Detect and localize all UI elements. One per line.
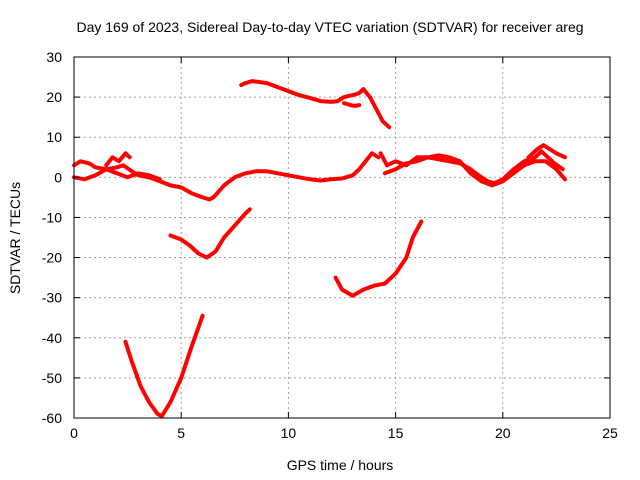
x-tick-label: 10 (281, 425, 297, 441)
y-tick-label: -10 (42, 209, 62, 225)
y-tick-label: -40 (42, 330, 62, 346)
y-tick-label: -50 (42, 370, 62, 386)
x-tick-label: 20 (495, 425, 511, 441)
chart-title: Day 169 of 2023, Sidereal Day-to-day VTE… (76, 19, 583, 35)
grid (74, 57, 610, 418)
series-track-upper (239, 79, 392, 130)
series-track-main-6 (526, 143, 567, 160)
x-tick-label: 15 (388, 425, 404, 441)
y-tick-label: 30 (46, 49, 62, 65)
y-tick-label: 10 (46, 129, 62, 145)
x-axis-label: GPS time / hours (287, 457, 394, 473)
y-tick-label: 0 (54, 169, 62, 185)
series-track-dip-20 (168, 207, 252, 260)
series-track-main-3 (104, 151, 132, 168)
y-axis-label: SDTVAR / TECUs (7, 182, 23, 294)
y-tick-label: -20 (42, 250, 62, 266)
x-tick-label: 5 (177, 425, 185, 441)
series-track-main-4 (378, 149, 565, 186)
ticks: 0 5 10 15 20 25 -60 -50 -40 -30 -20 -10 0 10 20 30 (42, 49, 618, 441)
series-track-dip-60 (123, 313, 205, 418)
series-track-main-2 (72, 167, 162, 182)
y-tick-label: 20 (46, 89, 62, 105)
series-track-dip-30 (333, 219, 424, 298)
x-tick-label: 25 (602, 425, 618, 441)
plot-frame (73, 56, 611, 419)
y-tick-label: -30 (42, 290, 62, 306)
y-tick-label: -60 (42, 410, 62, 426)
series-layer (72, 79, 567, 418)
series-track-main-1 (72, 151, 381, 202)
x-tick-label: 0 (70, 425, 78, 441)
series-track-main-5 (382, 153, 567, 188)
series-track-upper-branch (342, 101, 362, 108)
